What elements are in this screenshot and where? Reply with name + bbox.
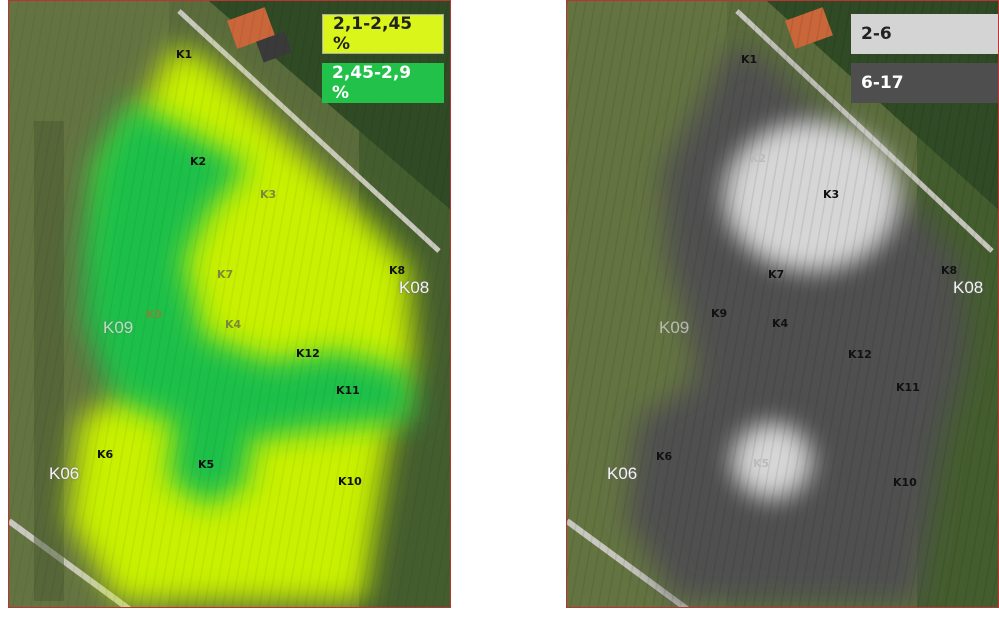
sample-point-k6[interactable]: K6 — [656, 450, 673, 463]
sample-point-k8[interactable]: K8 — [389, 264, 406, 277]
sample-point-k6[interactable]: K6 — [97, 448, 114, 461]
legend-label: 2-6 — [861, 24, 892, 44]
label-k06: K06 — [49, 464, 80, 483]
sample-point-k9[interactable]: K9 — [146, 308, 163, 321]
sample-point-k11[interactable]: K11 — [336, 384, 360, 397]
sample-point-k7[interactable]: K7 — [768, 268, 785, 281]
legend-item-high: 6-17 — [851, 63, 998, 103]
legend-item-low: 2,1-2,45 % — [322, 14, 444, 54]
label-k08: K08 — [953, 278, 984, 297]
sample-point-k9[interactable]: K9 — [711, 307, 728, 320]
label-k08: K08 — [399, 278, 430, 297]
sample-point-k8[interactable]: K8 — [941, 264, 958, 277]
legend-label: 6-17 — [861, 73, 904, 93]
left-map-panel[interactable]: 2,1-2,45 % 2,45-2,9 % K1 K2 K3 K7 K9 K4 … — [8, 0, 451, 608]
label-k09: K09 — [659, 318, 690, 337]
sample-point-k12[interactable]: K12 — [296, 347, 320, 360]
sample-point-k7[interactable]: K7 — [217, 268, 234, 281]
sample-point-k12[interactable]: K12 — [848, 348, 872, 361]
sample-point-k1[interactable]: K1 — [176, 48, 193, 61]
sample-point-k11[interactable]: K11 — [896, 381, 920, 394]
sample-point-k10[interactable]: K10 — [338, 475, 362, 488]
sample-point-k1[interactable]: K1 — [741, 53, 758, 66]
sample-point-k4[interactable]: K4 — [225, 318, 242, 331]
legend-item-high: 2,45-2,9 % — [322, 63, 444, 103]
sample-point-k3[interactable]: K3 — [260, 188, 277, 201]
label-k09: K09 — [103, 318, 134, 337]
sample-point-k2[interactable]: K2 — [750, 152, 767, 165]
right-map-panel[interactable]: 2-6 6-17 K1 K2 K3 K7 K9 K4 K8 K12 K11 K6… — [566, 0, 999, 608]
legend-label: 2,45-2,9 % — [332, 63, 412, 103]
legend-label: 2,1-2,45 % — [333, 14, 413, 54]
label-k06: K06 — [607, 464, 638, 483]
sample-point-k5[interactable]: K5 — [198, 458, 215, 471]
legend-item-low: 2-6 — [851, 14, 998, 54]
sample-point-k10[interactable]: K10 — [893, 476, 917, 489]
sample-point-k3[interactable]: K3 — [823, 188, 840, 201]
sample-point-k2[interactable]: K2 — [190, 155, 207, 168]
sample-point-k5[interactable]: K5 — [753, 457, 770, 470]
sample-point-k4[interactable]: K4 — [772, 317, 789, 330]
